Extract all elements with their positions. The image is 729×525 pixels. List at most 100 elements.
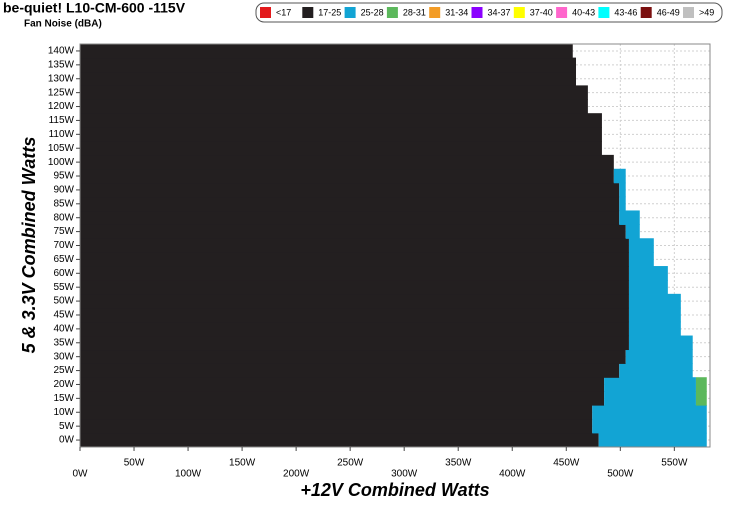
y-tick-label: 75W [53,226,74,237]
y-tick-label: 55W [53,282,74,293]
noise-cell [628,293,681,309]
noise-cell [604,377,696,392]
noise-cell [592,405,707,420]
plot-area [79,43,710,448]
noise-cell [628,335,693,351]
legend-label: 31-34 [445,7,468,17]
y-tick-label: 125W [48,87,75,98]
y-tick-label: 140W [48,46,75,57]
noise-cell [80,113,602,128]
chart-title: be-quiet! L10-CM-600 -115V [3,0,186,16]
legend-label: 17-25 [318,7,341,17]
y-tick-label: 95W [53,171,74,182]
legend-swatch [640,7,652,18]
legend-label: 40-43 [572,7,595,17]
x-tick-label: 0W [73,469,89,480]
noise-cell [80,99,588,114]
noise-cell [598,432,707,448]
noise-cell [80,349,626,364]
y-tick-label: 85W [53,198,74,209]
y-tick-label: 65W [53,254,74,265]
x-tick-label: 100W [175,469,202,480]
x-tick-label: 300W [391,469,418,480]
noise-cell [80,418,593,434]
noise-cell [80,405,593,420]
x-axis-label: +12V Combined Watts [300,480,489,500]
y-tick-label: 80W [53,212,74,223]
legend-label: 25-28 [361,7,384,17]
noise-cell [80,391,605,406]
legend-swatch [598,7,610,18]
legend-label: 34-37 [488,7,511,17]
y-tick-label: 25W [53,365,74,376]
chart-subtitle: Fan Noise (dBA) [24,19,102,30]
y-tick-label: 60W [53,268,74,279]
noise-cell [625,224,640,239]
y-tick-label: 105W [48,143,75,154]
legend-swatch [386,7,398,18]
legend-label: <17 [276,7,291,17]
x-tick-label: 200W [283,469,310,480]
x-tick-label: 500W [607,469,634,480]
y-tick-label: 135W [48,59,75,70]
x-tick-label: 450W [553,458,580,469]
noise-cell [628,279,668,295]
noise-cell [80,266,629,281]
noise-cell [628,266,668,281]
y-tick-label: 100W [48,157,75,168]
noise-cell [80,43,573,59]
noise-cell [695,377,707,392]
noise-cell [80,252,629,267]
noise-cell [625,349,693,364]
noise-cell [80,279,629,295]
noise-cell [619,363,693,378]
noise-cell [80,196,620,212]
noise-cell [80,293,629,309]
y-tick-label: 15W [53,393,74,404]
noise-cell [604,391,696,406]
legend-swatch [471,7,483,18]
x-tick-label: 150W [229,458,256,469]
noise-cell [80,168,614,184]
x-tick-label: 50W [124,458,145,469]
noise-cell [613,168,626,184]
legend-label: 46-49 [657,7,680,17]
noise-cell [80,71,577,86]
y-tick-label: 0W [59,435,75,446]
y-tick-label: 90W [53,185,74,196]
noise-cell [628,307,681,323]
noise-cell [695,391,707,406]
noise-cell [628,321,681,337]
y-tick-label: 40W [53,324,74,335]
legend-swatch [302,7,314,18]
noise-cell [80,140,602,156]
noise-cell [619,210,640,225]
y-tick-label: 20W [53,379,74,390]
legend-label: 28-31 [403,7,426,17]
y-tick-label: 35W [53,337,74,348]
x-tick-label: 350W [445,458,472,469]
legend-swatch [344,7,356,18]
noise-cell [80,335,629,351]
noise-cell [80,377,605,392]
y-tick-label: 30W [53,351,74,362]
noise-cell [80,432,599,448]
x-tick-label: 250W [337,458,364,469]
y-tick-label: 70W [53,240,74,251]
legend-swatch [513,7,525,18]
y-tick-label: 115W [49,115,75,126]
legend-label: >49 [699,7,714,17]
noise-cell [619,182,626,198]
legend-label: 37-40 [530,7,553,17]
noise-cell [80,224,626,239]
noise-cell [80,85,588,100]
noise-cell [619,196,626,212]
legend-label: 43-46 [614,7,637,17]
noise-cell [592,418,707,434]
y-tick-label: 45W [53,310,74,321]
y-tick-label: 10W [53,407,74,418]
noise-cell [80,154,614,170]
noise-cell [80,127,602,142]
noise-cell [80,210,620,225]
